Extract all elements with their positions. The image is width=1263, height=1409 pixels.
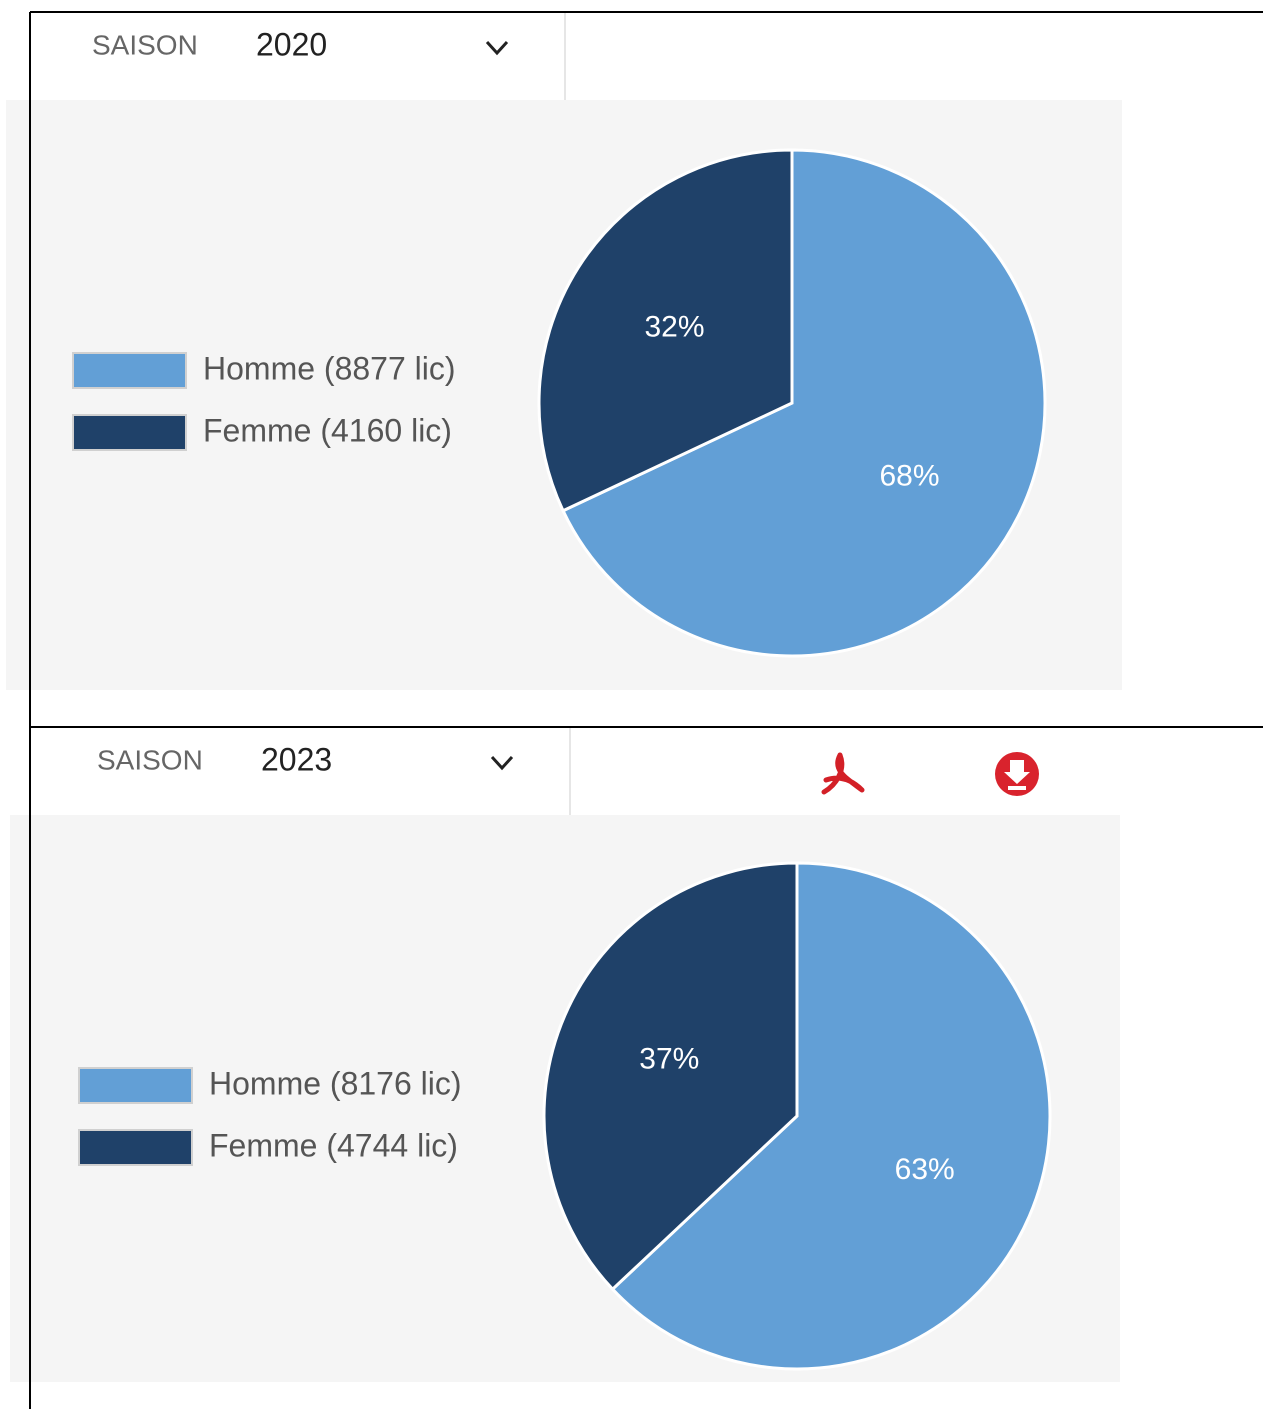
legend-label: Femme (4744 lic) <box>209 1127 458 1163</box>
legend-label: Homme (8877 lic) <box>203 350 456 386</box>
legend-label: Homme (8176 lic) <box>209 1065 462 1101</box>
legend-swatch <box>72 414 187 451</box>
slice-label: 37% <box>639 1043 699 1076</box>
header-bar <box>30 12 1120 100</box>
pie-slice <box>537 148 794 513</box>
header-bar <box>30 728 1120 815</box>
slice-label: 32% <box>644 310 704 343</box>
legend-label: Femme (4160 lic) <box>203 412 452 448</box>
season-value: 2023 <box>261 741 332 777</box>
pie-slice <box>610 861 1052 1371</box>
dropdown-chevron[interactable] <box>485 40 509 56</box>
slice-label: 63% <box>895 1153 955 1186</box>
slice-label: 68% <box>879 459 939 492</box>
season-label: SAISON <box>97 744 203 775</box>
pie-slice <box>542 861 799 1292</box>
dropdown-chevron[interactable] <box>490 755 514 771</box>
legend-swatch <box>78 1067 193 1104</box>
season-label: SAISON <box>92 29 198 60</box>
season-value: 2020 <box>256 26 327 62</box>
download-icon[interactable] <box>995 752 1039 796</box>
pie-slice <box>561 148 1047 658</box>
legend-swatch <box>78 1129 193 1166</box>
legend-swatch <box>72 352 187 389</box>
pdf-icon[interactable] <box>821 752 865 795</box>
